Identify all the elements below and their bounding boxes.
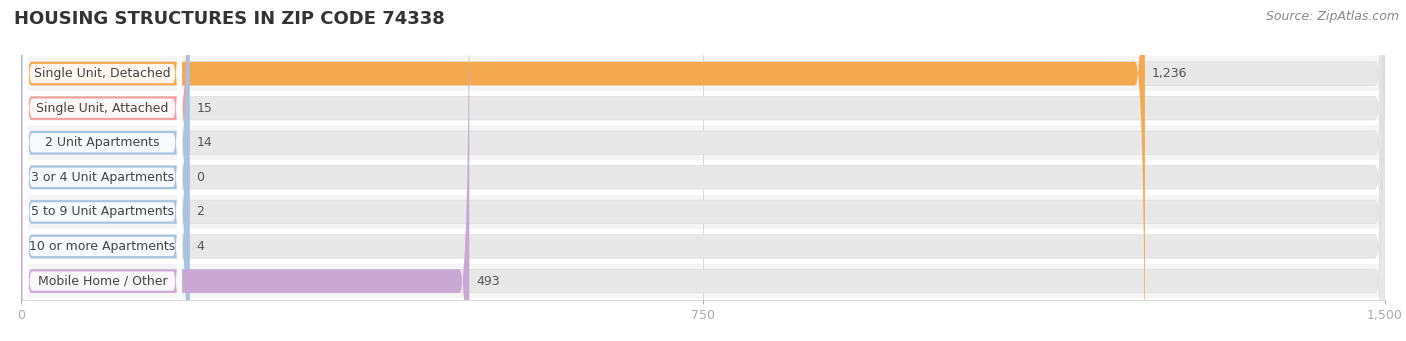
FancyBboxPatch shape bbox=[21, 0, 1385, 341]
FancyBboxPatch shape bbox=[22, 0, 181, 341]
Bar bbox=[21, 264, 1385, 298]
Text: 5 to 9 Unit Apartments: 5 to 9 Unit Apartments bbox=[31, 205, 174, 218]
Text: Single Unit, Detached: Single Unit, Detached bbox=[34, 67, 170, 80]
Text: Single Unit, Attached: Single Unit, Attached bbox=[37, 102, 169, 115]
Text: 3 or 4 Unit Apartments: 3 or 4 Unit Apartments bbox=[31, 171, 174, 184]
Bar bbox=[21, 125, 1385, 160]
FancyBboxPatch shape bbox=[21, 0, 1385, 341]
FancyBboxPatch shape bbox=[21, 0, 1385, 341]
Text: 2 Unit Apartments: 2 Unit Apartments bbox=[45, 136, 160, 149]
FancyBboxPatch shape bbox=[22, 0, 181, 341]
FancyBboxPatch shape bbox=[21, 0, 190, 341]
FancyBboxPatch shape bbox=[21, 0, 470, 341]
Bar bbox=[21, 160, 1385, 195]
Text: 1,236: 1,236 bbox=[1152, 67, 1188, 80]
Text: Source: ZipAtlas.com: Source: ZipAtlas.com bbox=[1265, 10, 1399, 23]
Bar bbox=[21, 91, 1385, 125]
FancyBboxPatch shape bbox=[21, 0, 1144, 341]
FancyBboxPatch shape bbox=[22, 0, 181, 341]
Text: 14: 14 bbox=[197, 136, 212, 149]
FancyBboxPatch shape bbox=[22, 0, 181, 341]
FancyBboxPatch shape bbox=[21, 0, 1385, 341]
FancyBboxPatch shape bbox=[21, 0, 190, 341]
FancyBboxPatch shape bbox=[21, 0, 190, 341]
FancyBboxPatch shape bbox=[21, 0, 190, 341]
FancyBboxPatch shape bbox=[22, 0, 181, 341]
FancyBboxPatch shape bbox=[21, 0, 190, 341]
Bar bbox=[21, 229, 1385, 264]
Text: 15: 15 bbox=[197, 102, 212, 115]
FancyBboxPatch shape bbox=[22, 0, 181, 341]
Text: HOUSING STRUCTURES IN ZIP CODE 74338: HOUSING STRUCTURES IN ZIP CODE 74338 bbox=[14, 10, 444, 28]
FancyBboxPatch shape bbox=[22, 0, 181, 341]
Text: 10 or more Apartments: 10 or more Apartments bbox=[30, 240, 176, 253]
Text: 4: 4 bbox=[197, 240, 204, 253]
Bar bbox=[21, 56, 1385, 91]
FancyBboxPatch shape bbox=[21, 0, 1385, 341]
Text: 0: 0 bbox=[197, 171, 204, 184]
Text: 493: 493 bbox=[477, 275, 501, 287]
FancyBboxPatch shape bbox=[21, 0, 1385, 341]
Text: Mobile Home / Other: Mobile Home / Other bbox=[38, 275, 167, 287]
Bar bbox=[21, 195, 1385, 229]
FancyBboxPatch shape bbox=[21, 0, 1385, 341]
Text: 2: 2 bbox=[197, 205, 204, 218]
